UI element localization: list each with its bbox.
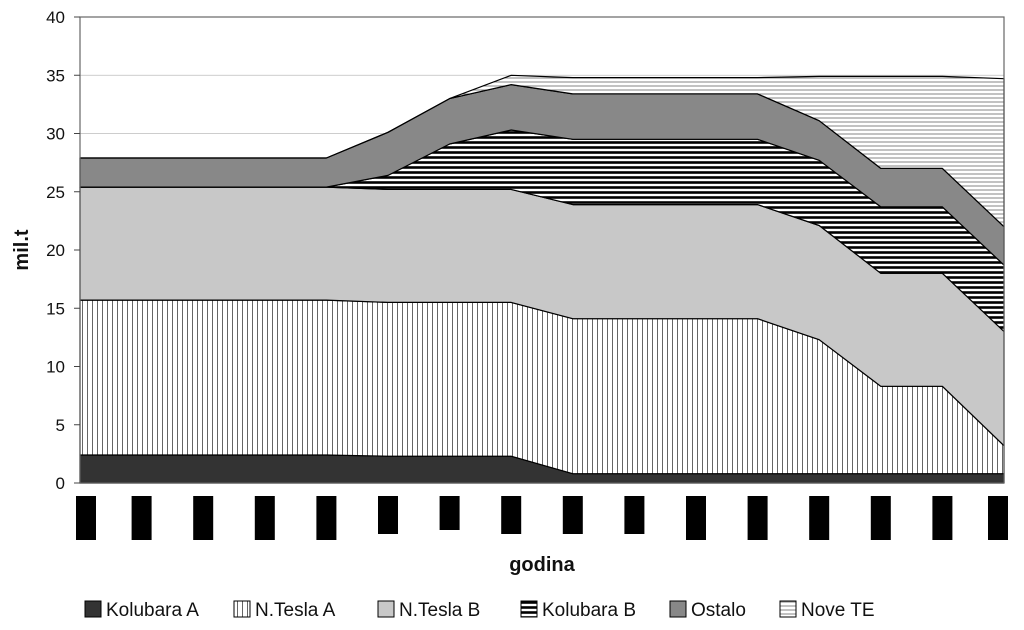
x-category-label: [131, 496, 152, 540]
y-tick-label: 20: [46, 241, 65, 260]
legend: Kolubara A N.Tesla A N.Tesla B Kolubara B Os…: [84, 600, 875, 621]
legend-swatch-nove-te: [779, 600, 797, 618]
y-tick-label: 25: [46, 183, 65, 202]
x-category-label: [501, 496, 522, 534]
x-category-label: [316, 496, 337, 540]
y-tick-label: 40: [46, 8, 65, 27]
legend-swatch-kolubara-a: [84, 600, 102, 618]
x-category-label: [193, 496, 214, 540]
area-series-group: [79, 74, 1005, 484]
x-category-label: [686, 496, 706, 540]
x-category-label: [988, 496, 1008, 540]
legend-swatch-kolubara-b: [520, 600, 538, 618]
x-category-label: [932, 496, 953, 540]
x-category-label: [870, 496, 891, 540]
legend-swatch-n-tesla-b: [377, 600, 395, 618]
legend-label-nove-te: Nove TE: [801, 600, 875, 621]
y-axis-ticks: 0 5 10 15 20 25 30 35 40: [46, 8, 80, 493]
y-tick-label: 35: [46, 66, 65, 85]
x-category-label: [624, 496, 645, 534]
y-tick-label: 30: [46, 125, 65, 144]
x-category-label: [76, 496, 96, 540]
legend-label-ostalo: Ostalo: [691, 600, 746, 621]
x-category-label: [254, 496, 275, 540]
y-tick-label: 10: [46, 358, 65, 377]
legend-label-n-tesla-b: N.Tesla B: [399, 600, 480, 621]
legend-swatch-ostalo: [669, 600, 687, 618]
legend-label-n-tesla-a: N.Tesla A: [255, 600, 336, 621]
y-tick-label: 15: [46, 299, 65, 318]
x-category-label: [439, 496, 460, 530]
y-tick-label: 0: [56, 474, 65, 493]
x-category-label: [562, 496, 583, 534]
x-category-label: [809, 496, 830, 540]
x-axis-title: godina: [509, 554, 575, 576]
x-axis-category-labels: [76, 496, 1008, 540]
legend-label-kolubara-b: Kolubara B: [542, 600, 636, 621]
legend-swatch-n-tesla-a: [233, 600, 251, 618]
x-category-label: [747, 496, 768, 540]
x-category-label: [378, 496, 398, 534]
y-axis-title: mil.t: [11, 229, 33, 270]
legend-label-kolubara-a: Kolubara A: [106, 600, 199, 621]
y-tick-label: 5: [56, 416, 65, 435]
